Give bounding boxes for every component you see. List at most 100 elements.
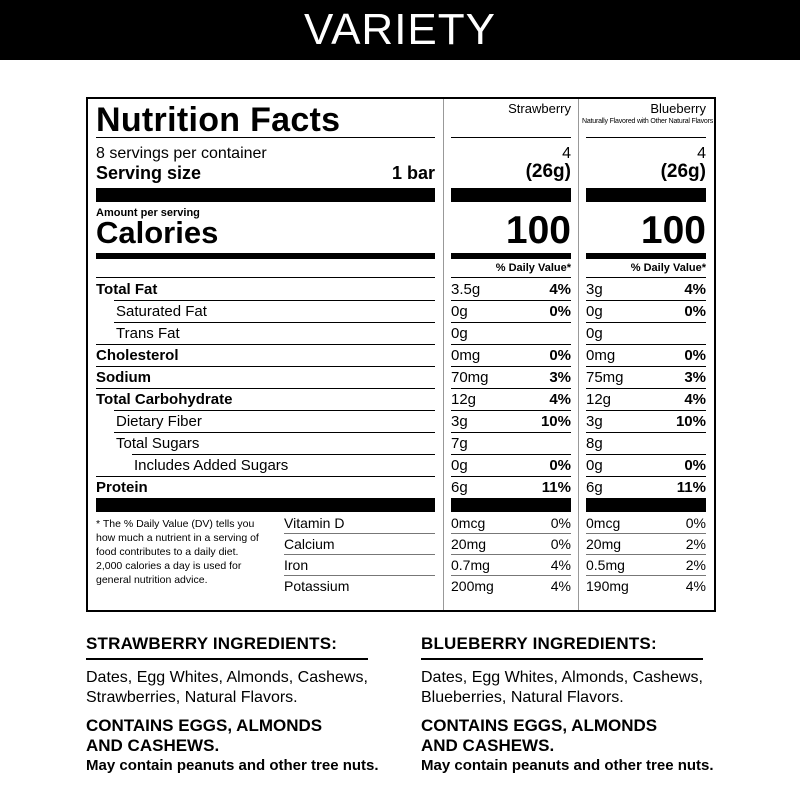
serving-size-grams: (26g) (525, 161, 571, 182)
divider (451, 253, 571, 259)
nutrient-amount: 3g (586, 281, 603, 298)
divider (451, 575, 571, 576)
calories-value: 100 (640, 209, 706, 252)
nutrient-label: Protein (96, 479, 148, 496)
nutrient-daily-value: 4% (684, 391, 706, 408)
vitamin-amount: 20mg (586, 536, 622, 552)
divider (586, 554, 706, 555)
nutrient-value-row: 8g (586, 433, 706, 455)
nutrient-amount: 12g (586, 391, 612, 408)
nutrient-label: Cholesterol (96, 347, 179, 364)
vitamin-value-row: 0mcg 0% (586, 513, 706, 534)
nutrient-row: Protein (96, 477, 435, 499)
divider (586, 575, 706, 576)
nutrient-label: Trans Fat (116, 325, 180, 342)
servings-value: 4 (562, 145, 571, 162)
servings-value: 4 (697, 145, 706, 162)
nutrient-row: Total Sugars (96, 433, 435, 455)
nutrient-value-row: 3.5g 4% (451, 279, 571, 301)
nutrient-amount: 3g (451, 413, 468, 430)
ingredients-block-0: STRAWBERRY INGREDIENTS: Dates, Egg Whites… (86, 634, 386, 776)
product-name: Strawberry (508, 101, 571, 116)
divider (114, 410, 435, 411)
nutrient-amount: 0g (451, 457, 468, 474)
nutrient-row: Trans Fat (96, 323, 435, 345)
vitamin-amount: 0mcg (586, 515, 621, 531)
divider (586, 498, 706, 512)
nutrient-daily-value: 11% (541, 479, 571, 496)
divider (451, 554, 571, 555)
nutrient-value-row: 0g 0% (451, 455, 571, 477)
vitamin-daily-value: 4% (685, 578, 706, 594)
ingredients-list: Dates, Egg Whites, Almonds, Cashews, Str… (86, 669, 368, 706)
nutrient-daily-value: 10% (540, 413, 571, 430)
nutrient-daily-value: 0% (549, 457, 571, 474)
allergen-statement: CONTAINS EGGS, ALMONDS AND CASHEWS. (86, 716, 323, 755)
vitamin-daily-value: 0% (550, 536, 571, 552)
nutrient-amount: 3g (586, 413, 603, 430)
divider (96, 188, 435, 202)
nutrient-daily-value: 4% (549, 391, 571, 408)
nutrient-amount: 8g (586, 435, 603, 452)
vitamin-label: Calcium (284, 536, 335, 552)
may-contain-statement: May contain peanuts and other tree nuts. (86, 757, 379, 774)
nutrient-amount: 0g (586, 303, 603, 320)
divider (586, 188, 706, 202)
nutrient-value-row: 0mg 0% (451, 345, 571, 367)
nutrient-value-row: 0g (451, 323, 571, 345)
vitamin-amount: 190mg (586, 578, 629, 594)
nutrient-label: Includes Added Sugars (134, 457, 289, 474)
calories-label: Calories (96, 215, 219, 250)
nutrition-facts-panel: Nutrition Facts 8 servings per container… (86, 97, 716, 612)
nutrient-value-row: 6g 11% (451, 477, 571, 499)
nutrient-value-row: 7g (451, 433, 571, 455)
nutrient-amount: 0g (451, 303, 468, 320)
vitamin-daily-value: 2% (685, 557, 706, 573)
divider (586, 137, 706, 138)
nutrient-amount: 0g (451, 325, 468, 342)
divider (451, 277, 571, 278)
nutrient-amount: 7g (451, 435, 468, 452)
divider (586, 454, 706, 455)
amount-per-serving: Amount per serving (96, 207, 200, 219)
vitamin-daily-value: 0% (550, 515, 571, 531)
nutrient-daily-value: 4% (684, 281, 706, 298)
divider (586, 300, 706, 301)
nutrient-label: Dietary Fiber (116, 413, 202, 430)
vitamin-amount: 0.5mg (586, 557, 625, 573)
nutrient-value-row: 0g 0% (451, 301, 571, 323)
vitamin-value-row: 20mg 2% (586, 534, 706, 555)
divider (284, 575, 435, 576)
nutrient-daily-value: 3% (549, 369, 571, 386)
nutrient-value-row: 0g (586, 323, 706, 345)
divider (96, 137, 435, 138)
divider (451, 454, 571, 455)
divider (586, 322, 706, 323)
divider (451, 476, 571, 477)
divider (451, 388, 571, 389)
divider (586, 410, 706, 411)
ingredients-list: Dates, Egg Whites, Almonds, Cashews, Blu… (421, 669, 703, 706)
nutrient-daily-value: 0% (549, 303, 571, 320)
vitamin-amount: 20mg (451, 536, 487, 552)
nutrient-value-row: 3g 10% (451, 411, 571, 433)
ingredients-title: BLUEBERRY INGREDIENTS: (421, 634, 657, 653)
vitamin-value-row: 20mg 0% (451, 534, 571, 555)
nutrient-amount: 70mg (451, 369, 489, 386)
nutrient-amount: 6g (451, 479, 468, 496)
nutrient-label: Total Sugars (116, 435, 200, 452)
product-name: Blueberry (650, 101, 706, 116)
ingredients-title: STRAWBERRY INGREDIENTS: (86, 634, 338, 653)
divider (132, 454, 435, 455)
nutrient-daily-value: 10% (675, 413, 706, 430)
nutrient-daily-value: 3% (684, 369, 706, 386)
divider (586, 366, 706, 367)
divider (451, 137, 571, 138)
daily-value-footnote: * The % Daily Value (DV) tells you how m… (96, 518, 259, 586)
nutrient-amount: 0mg (586, 347, 616, 364)
divider (451, 533, 571, 534)
vitamin-label: Iron (284, 557, 309, 573)
divider (586, 388, 706, 389)
vitamin-label: Vitamin D (284, 515, 345, 531)
divider (451, 498, 571, 512)
